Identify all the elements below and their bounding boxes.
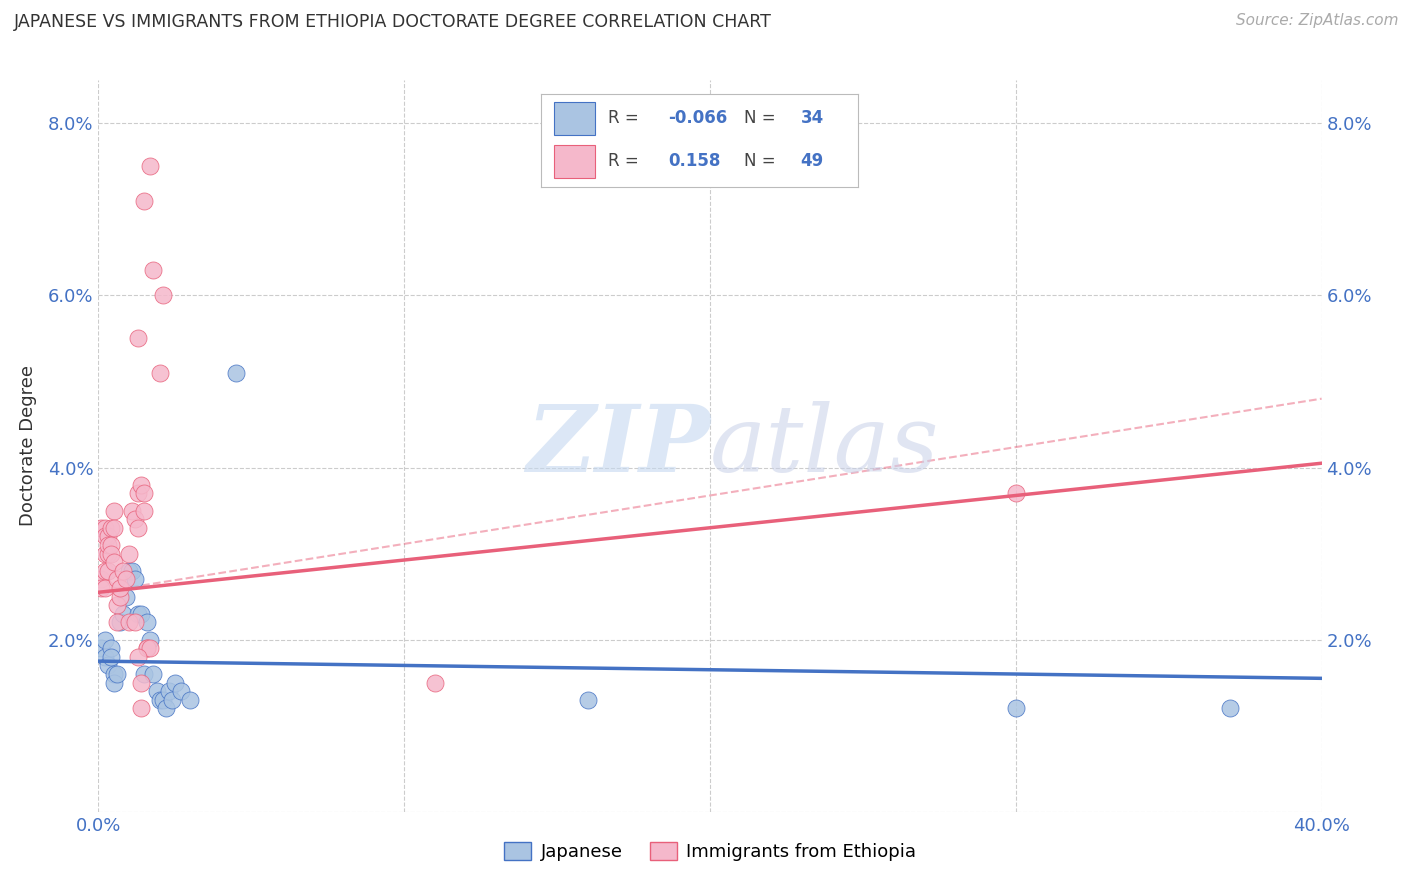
Point bbox=[139, 641, 162, 656]
Text: N =: N = bbox=[744, 110, 780, 128]
Point bbox=[118, 615, 141, 630]
Text: R =: R = bbox=[607, 153, 650, 170]
Point bbox=[118, 547, 141, 561]
Text: N =: N = bbox=[744, 153, 780, 170]
Text: 34: 34 bbox=[801, 110, 824, 128]
Point bbox=[105, 598, 128, 612]
Point bbox=[111, 564, 134, 578]
Point bbox=[139, 632, 162, 647]
Point bbox=[152, 288, 174, 302]
Point bbox=[124, 615, 146, 630]
Point bbox=[170, 684, 193, 698]
Point bbox=[127, 331, 149, 345]
Point bbox=[124, 512, 146, 526]
Point bbox=[90, 573, 112, 587]
Point bbox=[129, 477, 152, 491]
Point bbox=[93, 649, 115, 664]
Point bbox=[90, 521, 112, 535]
Point bbox=[129, 701, 152, 715]
Point bbox=[121, 564, 143, 578]
Point bbox=[93, 564, 115, 578]
Point bbox=[93, 547, 115, 561]
Point bbox=[136, 641, 159, 656]
Point bbox=[90, 641, 112, 656]
Point bbox=[155, 701, 177, 715]
Point bbox=[225, 366, 247, 380]
Point bbox=[105, 573, 128, 587]
Point bbox=[139, 159, 162, 173]
Point bbox=[100, 641, 122, 656]
Point bbox=[1004, 701, 1026, 715]
Point bbox=[103, 675, 125, 690]
Point bbox=[145, 684, 167, 698]
Point bbox=[90, 581, 112, 595]
Point bbox=[100, 649, 122, 664]
Point bbox=[127, 607, 149, 621]
Point bbox=[149, 366, 172, 380]
Point bbox=[118, 564, 141, 578]
Point bbox=[115, 573, 138, 587]
Point bbox=[1219, 701, 1241, 715]
Bar bbox=[554, 145, 595, 178]
Point bbox=[142, 667, 165, 681]
Point bbox=[127, 521, 149, 535]
Point bbox=[160, 693, 183, 707]
Point bbox=[136, 615, 159, 630]
Point bbox=[100, 521, 122, 535]
Point bbox=[576, 693, 599, 707]
Point bbox=[108, 590, 131, 604]
Point bbox=[129, 607, 152, 621]
Point bbox=[423, 675, 446, 690]
Point bbox=[134, 503, 156, 517]
Point bbox=[97, 538, 120, 552]
Text: atlas: atlas bbox=[710, 401, 939, 491]
Point bbox=[105, 615, 128, 630]
Point bbox=[127, 649, 149, 664]
Point bbox=[127, 486, 149, 500]
Point bbox=[111, 607, 134, 621]
Point bbox=[1004, 486, 1026, 500]
Point bbox=[152, 693, 174, 707]
Text: JAPANESE VS IMMIGRANTS FROM ETHIOPIA DOCTORATE DEGREE CORRELATION CHART: JAPANESE VS IMMIGRANTS FROM ETHIOPIA DOC… bbox=[14, 13, 772, 31]
Point bbox=[103, 521, 125, 535]
Point bbox=[93, 632, 115, 647]
Point bbox=[179, 693, 201, 707]
Point bbox=[134, 486, 156, 500]
Text: 0.158: 0.158 bbox=[668, 153, 720, 170]
Point bbox=[93, 529, 115, 543]
Point bbox=[115, 590, 138, 604]
Text: Source: ZipAtlas.com: Source: ZipAtlas.com bbox=[1236, 13, 1399, 29]
Point bbox=[129, 675, 152, 690]
Point bbox=[121, 503, 143, 517]
Point bbox=[97, 529, 120, 543]
Point bbox=[105, 667, 128, 681]
Point bbox=[103, 555, 125, 569]
Point bbox=[142, 262, 165, 277]
Point bbox=[149, 693, 172, 707]
Text: R =: R = bbox=[607, 110, 644, 128]
Legend: Japanese, Immigrants from Ethiopia: Japanese, Immigrants from Ethiopia bbox=[498, 835, 922, 869]
Point bbox=[100, 547, 122, 561]
Point bbox=[93, 581, 115, 595]
Point bbox=[97, 564, 120, 578]
Point bbox=[97, 547, 120, 561]
Y-axis label: Doctorate Degree: Doctorate Degree bbox=[18, 366, 37, 526]
Text: 49: 49 bbox=[801, 153, 824, 170]
Point bbox=[157, 684, 180, 698]
Point bbox=[103, 667, 125, 681]
Text: ZIP: ZIP bbox=[526, 401, 710, 491]
Point bbox=[136, 641, 159, 656]
Point bbox=[108, 615, 131, 630]
Point bbox=[93, 521, 115, 535]
Text: -0.066: -0.066 bbox=[668, 110, 727, 128]
Point bbox=[134, 667, 156, 681]
Point bbox=[100, 538, 122, 552]
Bar bbox=[554, 102, 595, 135]
Point bbox=[97, 658, 120, 673]
Point bbox=[134, 194, 156, 208]
Point bbox=[108, 581, 131, 595]
Point bbox=[124, 573, 146, 587]
Point bbox=[103, 503, 125, 517]
Point bbox=[163, 675, 186, 690]
